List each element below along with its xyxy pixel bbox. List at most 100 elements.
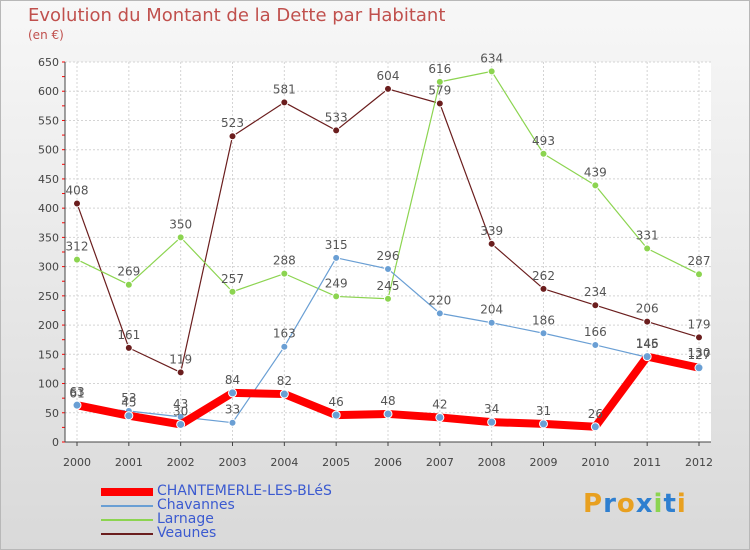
legend-label: Larnage — [157, 511, 214, 527]
data-label: 161 — [117, 328, 140, 342]
data-label: 43 — [173, 397, 188, 411]
data-label: 127 — [688, 348, 711, 362]
series-point — [279, 389, 289, 399]
data-label: 204 — [480, 303, 503, 317]
logo-letter: r — [603, 489, 617, 519]
y-tick-label: 300 — [38, 261, 59, 274]
series-point — [435, 412, 445, 422]
y-tick-label: 50 — [45, 407, 59, 420]
series-point — [643, 244, 652, 253]
data-label: 186 — [532, 313, 555, 327]
data-label: 166 — [584, 325, 607, 339]
series-point — [591, 181, 600, 190]
x-tick-label: 2003 — [219, 456, 247, 469]
data-label: 26 — [588, 407, 603, 421]
series-point — [124, 411, 134, 421]
x-tick-label: 2002 — [167, 456, 195, 469]
legend-swatch — [101, 533, 153, 535]
series-point — [332, 292, 341, 301]
data-label: 63 — [69, 385, 84, 399]
legend-label: Veaunes — [157, 525, 217, 541]
logo-letter: t — [663, 489, 677, 519]
series-point — [384, 294, 392, 303]
series-point — [435, 77, 444, 86]
series-point — [124, 280, 133, 289]
series-point — [384, 264, 392, 273]
x-tick-label: 2009 — [530, 456, 558, 469]
data-label: 604 — [377, 69, 400, 83]
y-tick-label: 450 — [38, 173, 59, 186]
series-point — [228, 418, 237, 427]
x-tick-label: 2000 — [63, 456, 91, 469]
data-label: 523 — [221, 116, 244, 130]
series-point — [695, 270, 703, 279]
data-label: 581 — [273, 82, 296, 96]
chart-subtitle: (en €) — [28, 28, 64, 42]
data-label: 31 — [536, 404, 551, 418]
data-label: 33 — [225, 403, 240, 417]
series-point — [228, 132, 237, 141]
series-point — [487, 239, 496, 248]
data-label: 296 — [377, 249, 400, 263]
logo-letter: i — [653, 489, 664, 519]
y-tick-label: 550 — [38, 114, 59, 127]
data-label: 312 — [66, 240, 89, 254]
series-point — [539, 284, 548, 293]
logo-letter: o — [616, 489, 636, 519]
series-point — [590, 422, 600, 432]
series-point — [176, 233, 185, 242]
data-label: 616 — [428, 62, 451, 76]
legend-label: Chavannes — [157, 497, 235, 513]
x-tick-label: 2008 — [478, 456, 506, 469]
series-point — [331, 410, 341, 420]
data-label: 287 — [688, 254, 711, 268]
y-tick-label: 200 — [38, 319, 59, 332]
series-point — [539, 149, 548, 158]
series-point — [435, 309, 444, 318]
series-point — [591, 301, 600, 310]
logo-letter: i — [676, 489, 687, 519]
series-point — [695, 333, 703, 342]
data-label: 130 — [688, 346, 711, 360]
data-label: 119 — [169, 352, 192, 366]
data-label: 61 — [69, 386, 84, 400]
data-label: 257 — [221, 272, 244, 286]
data-label: 145 — [636, 337, 659, 351]
series-point — [228, 287, 237, 296]
data-label: 84 — [225, 373, 240, 387]
legend-swatch — [101, 488, 153, 496]
series-point — [124, 343, 133, 352]
proxiti-logo: Proxiti — [583, 489, 687, 519]
data-label: 331 — [636, 228, 659, 242]
series-point — [73, 255, 81, 264]
series-point — [384, 84, 392, 93]
data-label: 82 — [277, 374, 292, 388]
data-label: 634 — [480, 51, 503, 65]
x-tick-label: 2010 — [581, 456, 609, 469]
series-point — [591, 340, 600, 349]
series-point — [642, 352, 652, 362]
data-label: 45 — [121, 396, 136, 410]
legend-swatch — [101, 505, 153, 507]
series-point — [383, 409, 393, 419]
y-tick-label: 400 — [38, 202, 59, 215]
chart-title: Evolution du Montant de la Dette par Hab… — [28, 5, 446, 26]
series-point — [539, 419, 548, 429]
data-label: 262 — [532, 269, 555, 283]
y-tick-label: 0 — [52, 436, 59, 449]
data-label: 30 — [173, 404, 188, 418]
data-label: 220 — [428, 293, 451, 307]
data-label: 350 — [169, 217, 192, 231]
data-label: 249 — [325, 276, 348, 290]
data-label: 146 — [636, 337, 659, 351]
data-label: 439 — [584, 165, 607, 179]
data-label: 408 — [66, 183, 89, 197]
series-point — [539, 329, 548, 338]
data-label: 53 — [121, 391, 136, 405]
data-label: 234 — [584, 285, 607, 299]
series-point — [280, 342, 289, 351]
data-label: 579 — [428, 84, 451, 98]
y-tick-label: 150 — [38, 348, 59, 361]
data-label: 493 — [532, 134, 555, 148]
